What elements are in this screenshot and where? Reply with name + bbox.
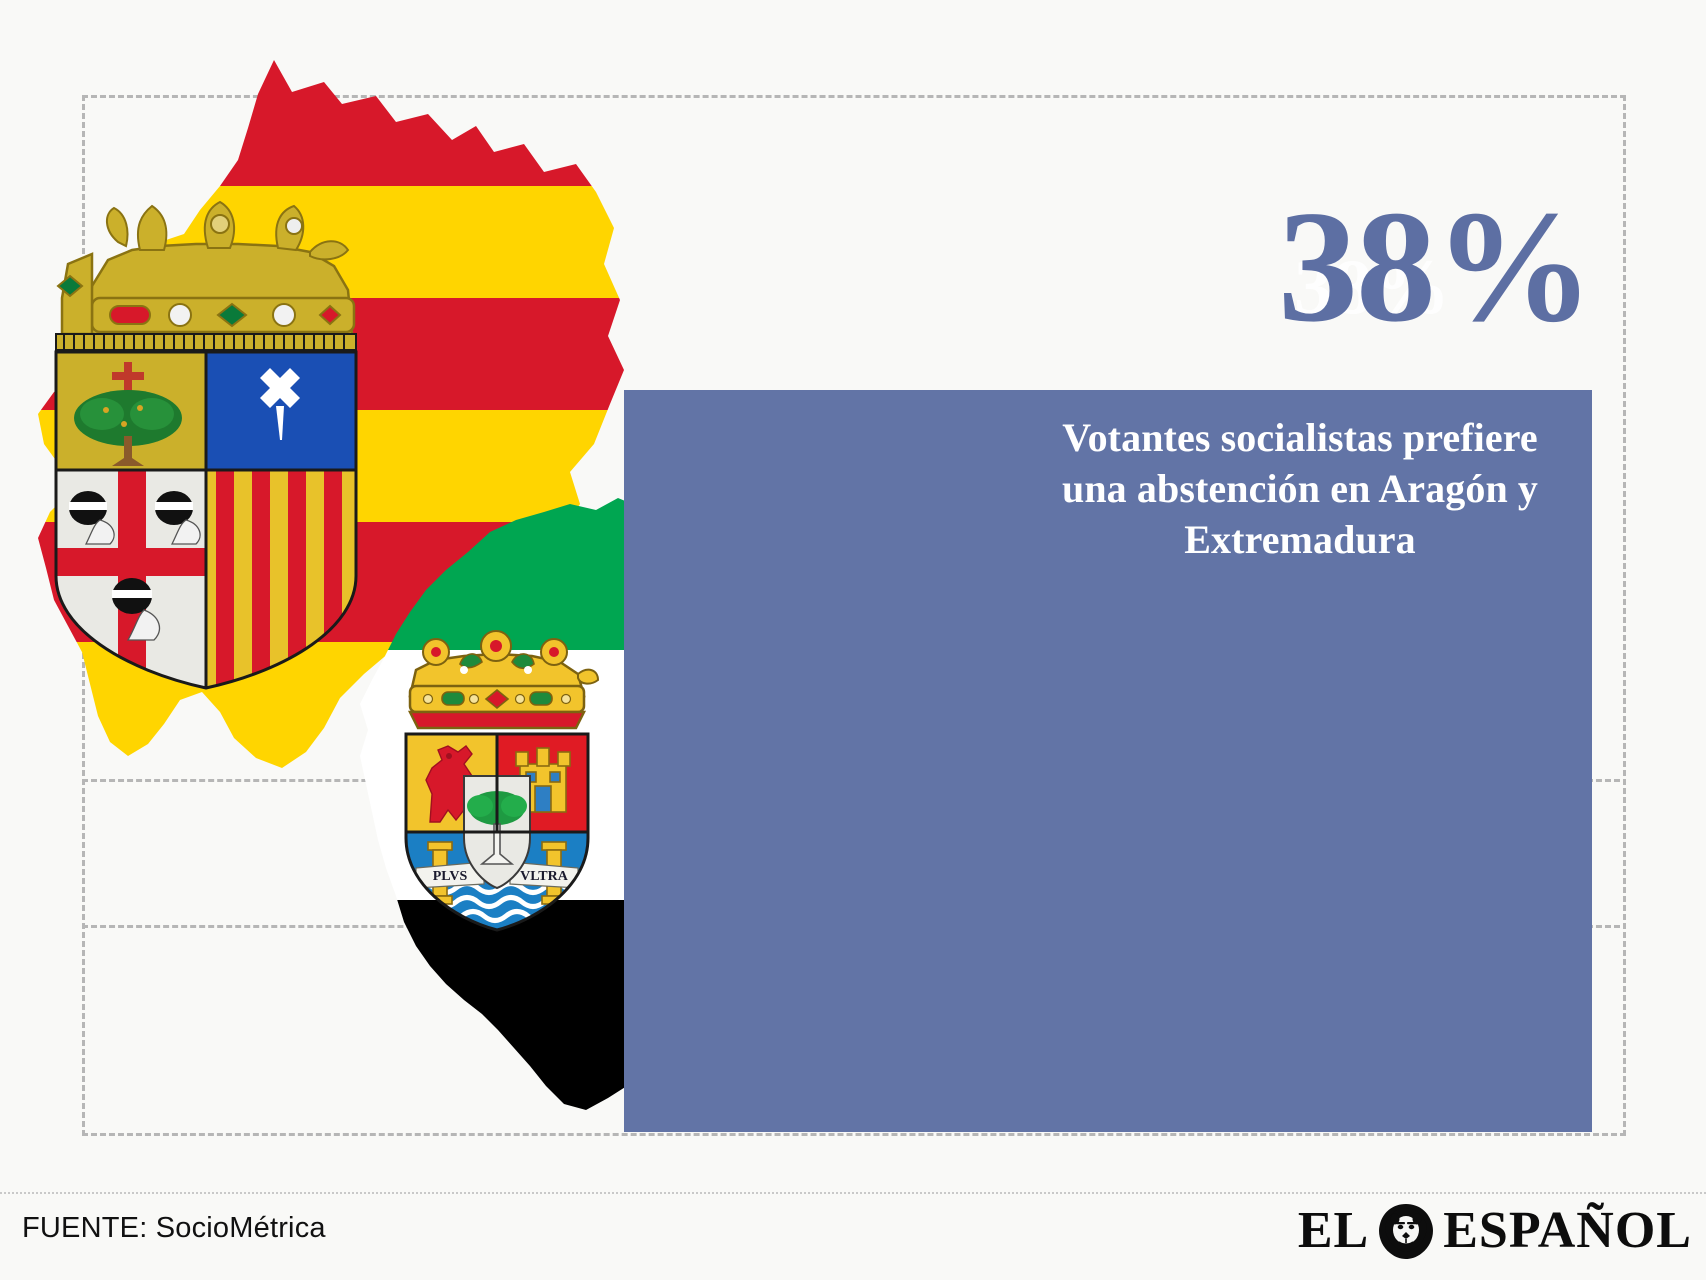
brand-logo[interactable]: EL xyxy=(1298,1202,1692,1260)
moor-head-icon xyxy=(155,491,201,545)
moor-head-icon xyxy=(69,491,115,545)
headline-number: 38% xyxy=(1278,177,1594,355)
cross-inigo-arista-icon xyxy=(260,368,300,440)
lion-head-icon xyxy=(1379,1204,1434,1259)
brand-word-el: EL xyxy=(1297,1202,1370,1259)
source-label: FUENTE: SocioMétrica xyxy=(22,1212,326,1244)
map-aragon xyxy=(38,60,624,768)
footer-divider xyxy=(0,1192,1706,1194)
holm-oak-icon xyxy=(467,791,527,865)
motto-banner: PLVS VLTRA xyxy=(415,861,579,889)
coat-of-arms-aragon xyxy=(54,200,358,690)
headline-number-ghost: 38% xyxy=(1294,243,1450,330)
stat-panel: Votantes socialistas prefiere una absten… xyxy=(624,390,1592,1132)
stat-description: Votantes socialistas prefiere una absten… xyxy=(1061,415,1539,563)
crown-icon xyxy=(407,630,600,730)
motto-text-right: VLTRA xyxy=(520,869,569,884)
moor-head-icon xyxy=(112,578,161,641)
headline-number-wrap: 38% 38% xyxy=(1278,177,1594,355)
oak-tree-icon xyxy=(74,362,182,466)
brand-word-espanol: ESPAÑOL xyxy=(1443,1202,1692,1259)
inescutcheon-encina xyxy=(463,775,531,890)
crown-icon xyxy=(55,200,357,351)
coat-of-arms-extremadura: PLVS VLTRA xyxy=(404,630,600,932)
motto-text-left: PLVS xyxy=(433,869,468,884)
